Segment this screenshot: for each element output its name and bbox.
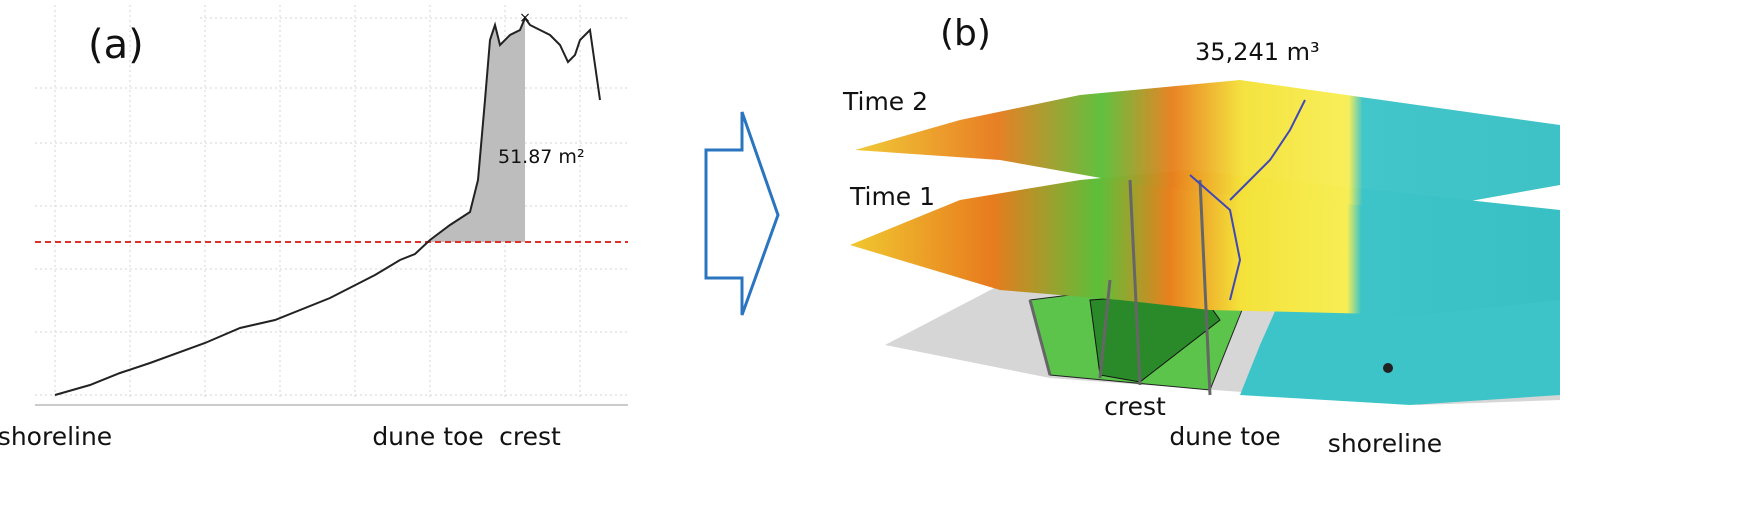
x-label: dune toe — [1169, 422, 1280, 451]
arrow — [704, 111, 780, 316]
x-label: dune toe — [372, 422, 483, 451]
layer-time-2 — [855, 80, 1560, 210]
x-label: crest — [499, 422, 561, 451]
crest-marker: × — [519, 10, 531, 26]
area-label: 51.87 m² — [498, 146, 585, 168]
toe-line — [1189, 174, 1242, 301]
panel-label: (a) — [88, 22, 144, 68]
panel-a: × (a) 51.87 m² shoreline dune toe crest — [0, 5, 628, 451]
connectors — [1028, 179, 1212, 396]
layer-label: Time 2 — [842, 87, 928, 116]
panel-b: (b) 35,241 m³ Time 2 Time 1 crest dune t… — [842, 13, 1560, 458]
profile — [54, 15, 601, 396]
toe-line — [1229, 99, 1306, 201]
area-fill — [425, 18, 525, 242]
x-label: shoreline — [0, 422, 112, 451]
marker — [1383, 363, 1393, 373]
base-cyan — [1240, 292, 1560, 405]
layer-label: Time 1 — [849, 182, 935, 211]
x-label: crest — [1104, 392, 1166, 421]
panel-label: (b) — [940, 13, 991, 54]
volume-label: 35,241 m³ — [1195, 38, 1320, 66]
x-label: shoreline — [1328, 429, 1442, 458]
